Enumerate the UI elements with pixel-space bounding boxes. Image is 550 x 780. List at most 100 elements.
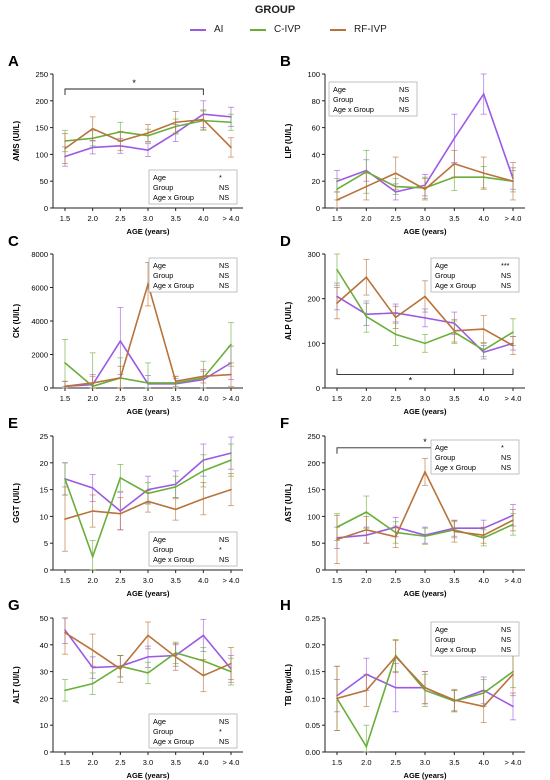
stats-value: NS	[219, 737, 229, 746]
data-point	[230, 662, 232, 665]
stats-value: NS	[219, 555, 229, 564]
data-point	[424, 188, 426, 191]
x-axis-label: AGE (years)	[127, 771, 170, 780]
data-point	[453, 530, 456, 533]
data-point	[336, 302, 338, 304]
y-tick-label: 0.05	[305, 721, 320, 730]
stats-label: Age	[153, 535, 166, 544]
data-point	[64, 362, 66, 364]
y-tick-label: 40	[312, 150, 320, 159]
stats-label: Age x Group	[333, 105, 374, 114]
y-tick-label: 100	[307, 339, 320, 348]
stats-value: NS	[219, 717, 229, 726]
y-axis-label: ALT (UI/L)	[12, 666, 21, 704]
x-tick-label: 2.5	[115, 394, 125, 403]
y-tick-label: 15	[40, 486, 48, 495]
x-tick-label: 1.5	[332, 576, 342, 585]
y-tick-label: 8000	[31, 250, 48, 259]
series-rf-ivp	[334, 258, 516, 355]
data-point	[147, 656, 149, 658]
data-point	[512, 344, 514, 347]
stats-value: NS	[219, 261, 229, 270]
y-tick-label: 4000	[31, 317, 48, 326]
stats-box: Age NS Group * Age x Group NS	[148, 531, 238, 567]
x-tick-label: 3.5	[449, 214, 459, 223]
data-point	[453, 162, 456, 165]
y-tick-label: 0.10	[305, 694, 320, 703]
data-point	[482, 93, 485, 95]
data-point	[365, 745, 368, 748]
stats-label: Age x Group	[435, 645, 476, 654]
stats-value: NS	[399, 95, 409, 104]
y-tick-label: 60	[312, 124, 320, 133]
stats-value: *	[219, 545, 222, 554]
series-rf-ivp	[62, 261, 234, 389]
data-point	[512, 180, 514, 182]
data-point	[482, 349, 485, 351]
x-tick-label: 1.5	[332, 758, 342, 767]
x-tick-label: 2.5	[115, 758, 125, 767]
y-tick-label: 40	[40, 641, 48, 650]
y-tick-label: 0.00	[305, 748, 320, 757]
data-point	[365, 171, 368, 173]
data-point	[336, 697, 338, 700]
data-point	[394, 686, 397, 689]
data-point	[424, 317, 426, 319]
data-point	[91, 127, 94, 130]
data-point	[482, 172, 485, 174]
data-point	[336, 538, 338, 541]
legend-swatch-ai	[190, 29, 206, 31]
y-tick-label: 150	[35, 124, 48, 133]
stats-label: Group	[153, 545, 173, 554]
series-rf-ivp	[334, 458, 516, 564]
stats-box-frame	[328, 81, 418, 117]
data-point	[91, 146, 94, 149]
stats-label: Group	[435, 271, 455, 280]
y-axis-label: AST (UI/L)	[284, 483, 293, 522]
x-tick-label: 1.5	[60, 214, 70, 223]
x-tick-label: 1.5	[60, 576, 70, 585]
y-tick-label: 0	[316, 204, 320, 213]
x-tick-label: 3.0	[420, 214, 430, 223]
data-point	[174, 656, 177, 658]
y-tick-label: 300	[307, 250, 320, 259]
x-axis-label: AGE (years)	[404, 407, 447, 416]
x-tick-label: > 4.0	[223, 758, 240, 767]
x-tick-label: 3.0	[143, 758, 153, 767]
x-axis-label: AGE (years)	[404, 771, 447, 780]
y-tick-label: 0.20	[305, 641, 320, 650]
series-rf-ivp	[62, 473, 234, 552]
data-point	[365, 185, 368, 188]
data-point	[91, 666, 94, 669]
data-point	[202, 634, 205, 637]
data-point	[174, 121, 177, 124]
stats-box-frame	[430, 257, 520, 293]
stats-value: NS	[219, 281, 229, 290]
stats-label: Group	[153, 183, 173, 192]
y-tick-label: 0	[316, 566, 320, 575]
stats-box-frame	[430, 439, 520, 475]
panel-g: G 0 10 20 30 40 50 1.5 2.0 2.5 3.0 3.5 4.0 > 4.0 AGE (…	[8, 597, 243, 780]
series-c-ivp	[62, 322, 234, 389]
data-point	[424, 295, 426, 298]
x-tick-label: 2.5	[390, 214, 400, 223]
data-point	[64, 518, 66, 520]
data-point	[230, 121, 232, 124]
data-point	[482, 534, 485, 536]
significance-bracket	[64, 88, 204, 96]
significance-bracket	[453, 368, 514, 376]
stats-value: NS	[399, 105, 409, 114]
data-point	[174, 486, 177, 488]
x-tick-label: 3.5	[449, 758, 459, 767]
data-point	[147, 149, 149, 151]
stats-label: Age x Group	[153, 555, 194, 564]
stats-box-frame	[430, 621, 520, 657]
stats-label: Group	[153, 271, 173, 280]
stats-label: Group	[333, 95, 353, 104]
x-tick-label: 3.5	[170, 394, 180, 403]
stats-label: Age	[333, 85, 346, 94]
y-axis-label: CK (UI/L)	[12, 304, 21, 339]
stats-label: Group	[435, 635, 455, 644]
stats-label: Age	[435, 261, 448, 270]
